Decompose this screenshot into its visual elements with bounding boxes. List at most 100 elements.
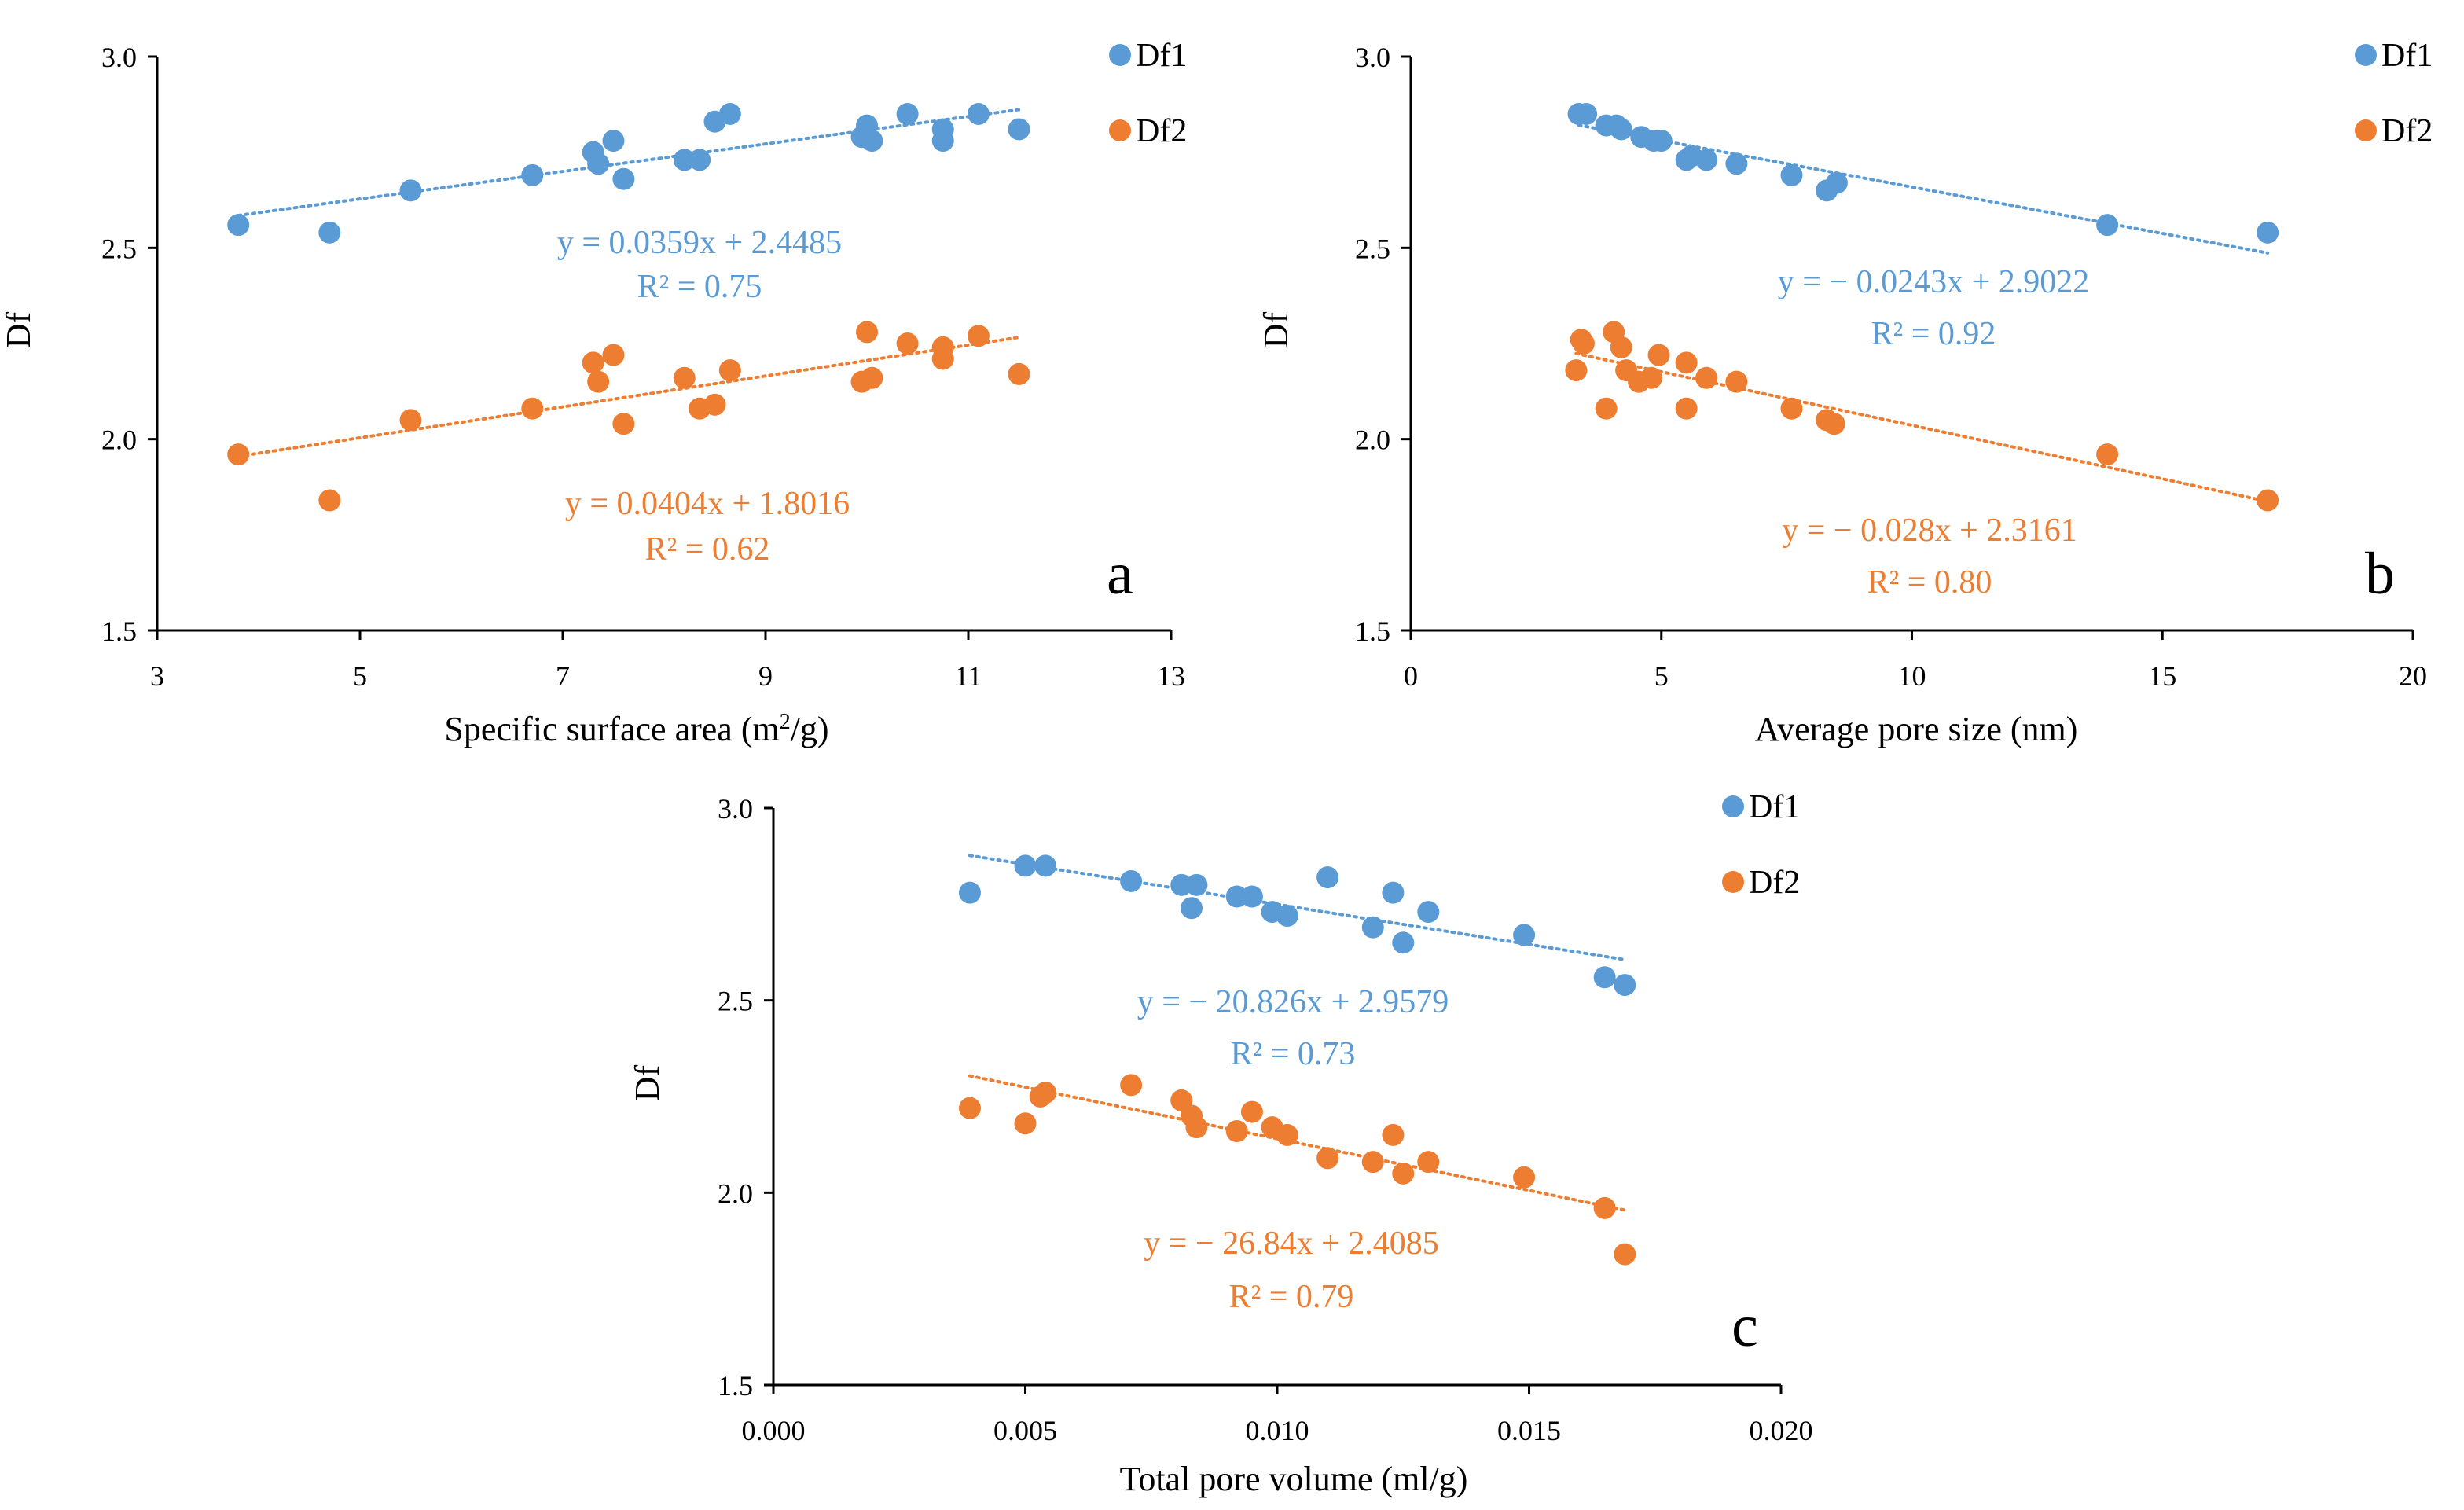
data-point-df1 [861,130,883,152]
y-tick-label: 3.0 [1355,42,1390,73]
data-point-df2 [931,347,954,370]
y-tick-label: 3.0 [718,793,753,825]
data-point-df1 [1417,901,1440,924]
data-point-df1 [1610,118,1632,141]
x-tick-label: 11 [955,660,982,692]
y-tick-label: 2.0 [718,1178,753,1209]
x-tick-label: 5 [353,660,367,692]
data-point-df1 [1725,152,1748,175]
data-point-df1 [227,214,250,237]
legend-label-df1: Df1 [2381,38,2433,74]
data-point-df2 [227,443,250,466]
trend-equation-df1: y = 0.0359x + 2.4485 [557,225,842,261]
r-squared-df1: R² = 0.75 [637,269,762,305]
panel-label: a [1107,541,1133,607]
x-tick-label: 13 [1157,660,1185,692]
data-point-df1 [1014,854,1037,877]
y-tick-label: 2.5 [101,233,137,264]
data-point-df1 [1120,869,1143,892]
data-point-df2 [1225,1120,1248,1143]
data-point-df2 [1014,1112,1037,1135]
data-point-df1 [718,103,741,125]
data-point-df1 [2096,214,2119,237]
x-tick-label: 0.000 [742,1415,806,1446]
data-point-df2 [1610,336,1632,358]
y-tick-label: 2.0 [101,424,137,456]
data-point-df2 [602,344,625,366]
data-point-df1 [1593,966,1616,989]
legend-label-df2: Df2 [1136,113,1187,149]
y-axis-label: Df [628,1064,666,1101]
data-point-df1 [1008,118,1030,141]
data-point-df1 [1276,905,1298,928]
x-axis-label: Average pore size (nm) [1755,710,2078,748]
data-point-df2 [673,366,696,389]
r-squared-df2: R² = 0.62 [645,531,770,568]
data-point-df2 [1185,1116,1208,1139]
data-point-df2 [612,413,635,435]
trendline-df2 [237,336,1021,458]
x-tick-label: 0.020 [1750,1415,1813,1446]
data-point-df2 [1725,370,1748,393]
trendline-df2 [1574,351,2270,503]
x-axis-label: Specific surface area (m2/g) [444,710,828,749]
data-point-df1 [673,149,696,171]
data-point-df2 [861,366,883,389]
data-point-df1 [896,103,919,125]
data-point-df2 [582,351,604,374]
panel-label: b [2365,541,2395,607]
y-tick-label: 2.0 [1355,424,1390,456]
data-point-df1 [1825,171,1848,194]
data-point-df1 [967,103,990,125]
data-point-df2 [1614,1243,1636,1266]
x-tick-label: 3 [150,660,164,692]
data-point-df2 [1572,332,1595,355]
data-point-df2 [856,321,878,344]
y-tick-label: 1.5 [718,1370,753,1402]
data-point-df1 [1361,916,1384,939]
data-point-df1 [1170,873,1193,896]
data-point-df1 [1650,130,1673,152]
trend-equation-df2: y = 0.0404x + 1.8016 [565,486,850,522]
data-point-df1 [1181,897,1203,920]
legend-label-df2: Df2 [1749,865,1800,901]
x-axis-label: Total pore volume (ml/g) [1120,1460,1468,1498]
data-point-df2 [958,1097,981,1119]
trendline-df2 [968,1074,1627,1212]
data-point-df2 [1675,351,1698,374]
x-tick-label: 0.005 [993,1415,1057,1446]
data-point-df1 [1392,931,1415,954]
data-point-df2 [1780,397,1803,420]
y-axis-label: Df [0,311,38,348]
legend-marker-df1 [1109,44,1131,66]
data-point-df1 [602,130,625,152]
legend-marker-df1 [1722,795,1744,817]
y-tick-label: 1.5 [101,615,137,647]
data-point-df2 [1593,1196,1616,1219]
data-point-df2 [1695,366,1718,389]
data-point-df2 [718,359,741,382]
data-point-df2 [1675,397,1698,420]
chart-panel-b: 1.5 2.0 2.5 3.0 0 5 10 15 20 Average pore size (n… [1257,38,2433,748]
data-point-df1 [318,221,341,244]
x-tick-label: 15 [2148,660,2176,692]
trend-equation-df1: y = − 20.826x + 2.9579 [1137,984,1449,1020]
y-tick-label: 1.5 [1355,615,1390,647]
trendline-df1 [237,108,1021,218]
data-point-df1 [2257,221,2279,244]
y-tick-label: 2.5 [1355,233,1390,264]
y-tick-label: 2.5 [718,986,753,1017]
data-point-df2 [1382,1123,1405,1146]
data-point-df1 [958,881,981,904]
data-point-df1 [1780,163,1803,186]
data-point-df2 [1823,413,1845,435]
trend-equation-df1: y = − 0.0243x + 2.9022 [1778,264,2090,300]
y-tick-label: 3.0 [101,42,137,73]
data-point-df2 [2096,443,2119,466]
legend-label-df1: Df1 [1749,789,1800,825]
data-point-df1 [399,179,422,202]
trendline-df1 [968,854,1627,961]
r-squared-df1: R² = 0.73 [1231,1036,1356,1072]
x-tick-label: 9 [758,660,773,692]
